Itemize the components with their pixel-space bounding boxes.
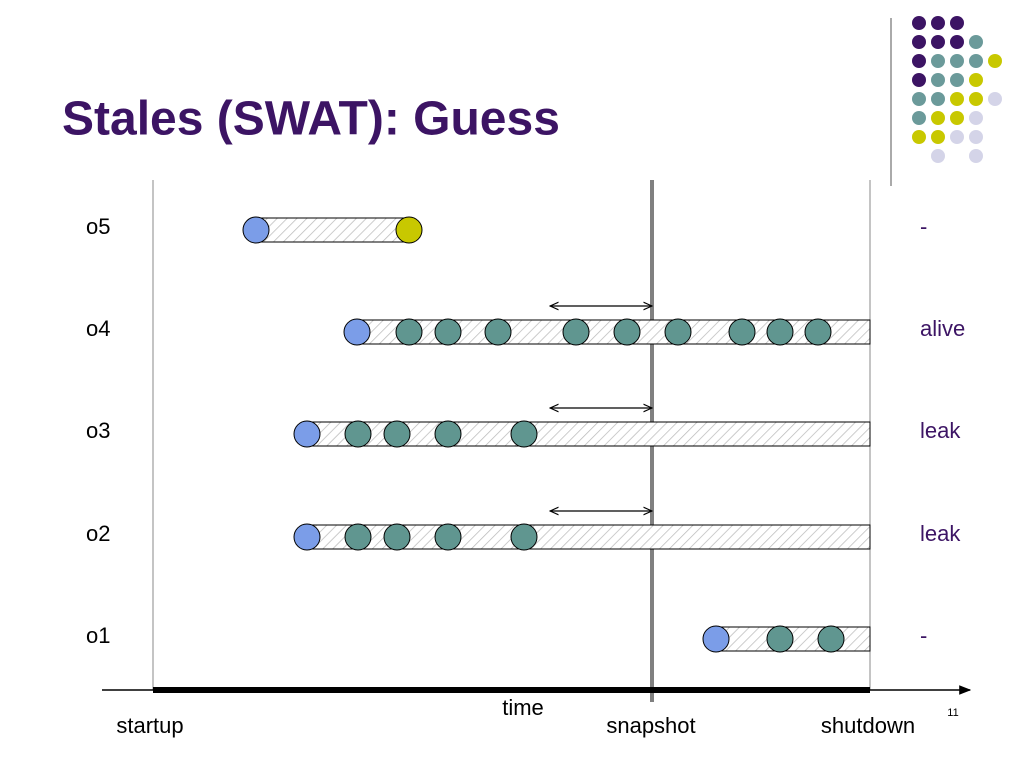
use-dot bbox=[434, 523, 462, 551]
use-dot bbox=[664, 318, 692, 346]
decor-dot bbox=[969, 111, 983, 125]
allocation-dot bbox=[702, 625, 730, 653]
allocation-dot bbox=[293, 420, 321, 448]
use-dot bbox=[766, 625, 794, 653]
use-dot bbox=[804, 318, 832, 346]
lifetime-bar bbox=[255, 217, 410, 243]
object-row: o5 - bbox=[86, 214, 927, 244]
axis-tick: snapshot bbox=[606, 713, 695, 738]
row-label: o3 bbox=[86, 418, 110, 443]
use-dot bbox=[383, 523, 411, 551]
decor-dot bbox=[931, 111, 945, 125]
row-label: o1 bbox=[86, 623, 110, 648]
decor-dot bbox=[950, 92, 964, 106]
decor-dot bbox=[912, 35, 926, 49]
use-dot bbox=[395, 318, 423, 346]
row-label: o2 bbox=[86, 521, 110, 546]
decor-dot bbox=[912, 16, 926, 30]
axis-tick: startup bbox=[116, 713, 183, 738]
decor-dot bbox=[969, 35, 983, 49]
allocation-dot bbox=[293, 523, 321, 551]
decor-dot bbox=[912, 92, 926, 106]
row-status: - bbox=[920, 623, 927, 648]
row-status: - bbox=[920, 214, 927, 239]
use-dot bbox=[510, 420, 538, 448]
use-dot bbox=[434, 318, 462, 346]
decor-dot bbox=[950, 111, 964, 125]
decor-dot bbox=[988, 92, 1002, 106]
decor-dot bbox=[931, 149, 945, 163]
decor-dot bbox=[950, 35, 964, 49]
axis-tick: shutdown bbox=[821, 713, 915, 738]
use-dot bbox=[613, 318, 641, 346]
decor-dot bbox=[912, 130, 926, 144]
object-row: o4 alive bbox=[86, 306, 965, 346]
object-row: o2 leak bbox=[86, 511, 961, 551]
page-number: 11 bbox=[947, 707, 958, 719]
decor-dot bbox=[931, 130, 945, 144]
decor-dot bbox=[931, 35, 945, 49]
decor-dot bbox=[969, 73, 983, 87]
row-label: o4 bbox=[86, 316, 110, 341]
use-dot bbox=[728, 318, 756, 346]
decor-dot bbox=[988, 54, 1002, 68]
use-dot bbox=[510, 523, 538, 551]
object-row: o1 - bbox=[86, 623, 927, 653]
last-use-dot bbox=[395, 216, 423, 244]
use-dot bbox=[484, 318, 512, 346]
decor-dot bbox=[931, 73, 945, 87]
row-status: leak bbox=[920, 418, 961, 443]
decor-dot bbox=[969, 54, 983, 68]
decor-dot bbox=[931, 16, 945, 30]
decor-dot bbox=[969, 130, 983, 144]
allocation-dot bbox=[343, 318, 371, 346]
decor-dot bbox=[950, 54, 964, 68]
decor-dot bbox=[931, 54, 945, 68]
decor-dot bbox=[950, 130, 964, 144]
decor-dot bbox=[950, 16, 964, 30]
slide-title: Stales (SWAT): Guess bbox=[62, 93, 560, 146]
allocation-dot bbox=[242, 216, 270, 244]
decor-dot bbox=[950, 73, 964, 87]
row-status: leak bbox=[920, 521, 961, 546]
decor-dot bbox=[969, 149, 983, 163]
decor-dot bbox=[912, 54, 926, 68]
use-dot bbox=[383, 420, 411, 448]
use-dot bbox=[766, 318, 794, 346]
decor-dot bbox=[912, 111, 926, 125]
use-dot bbox=[434, 420, 462, 448]
use-dot bbox=[344, 523, 372, 551]
decor-dot bbox=[931, 92, 945, 106]
use-dot bbox=[562, 318, 590, 346]
decoration bbox=[912, 16, 1002, 163]
use-dot bbox=[344, 420, 372, 448]
decor-dot bbox=[912, 73, 926, 87]
timeline-rows: o5 - o4 alive o3 leak o2 leak o1 - bbox=[86, 214, 965, 653]
axis-label: time bbox=[502, 695, 544, 720]
use-dot bbox=[817, 625, 845, 653]
row-status: alive bbox=[920, 316, 965, 341]
object-row: o3 leak bbox=[86, 408, 961, 448]
row-label: o5 bbox=[86, 214, 110, 239]
decor-dot bbox=[969, 92, 983, 106]
